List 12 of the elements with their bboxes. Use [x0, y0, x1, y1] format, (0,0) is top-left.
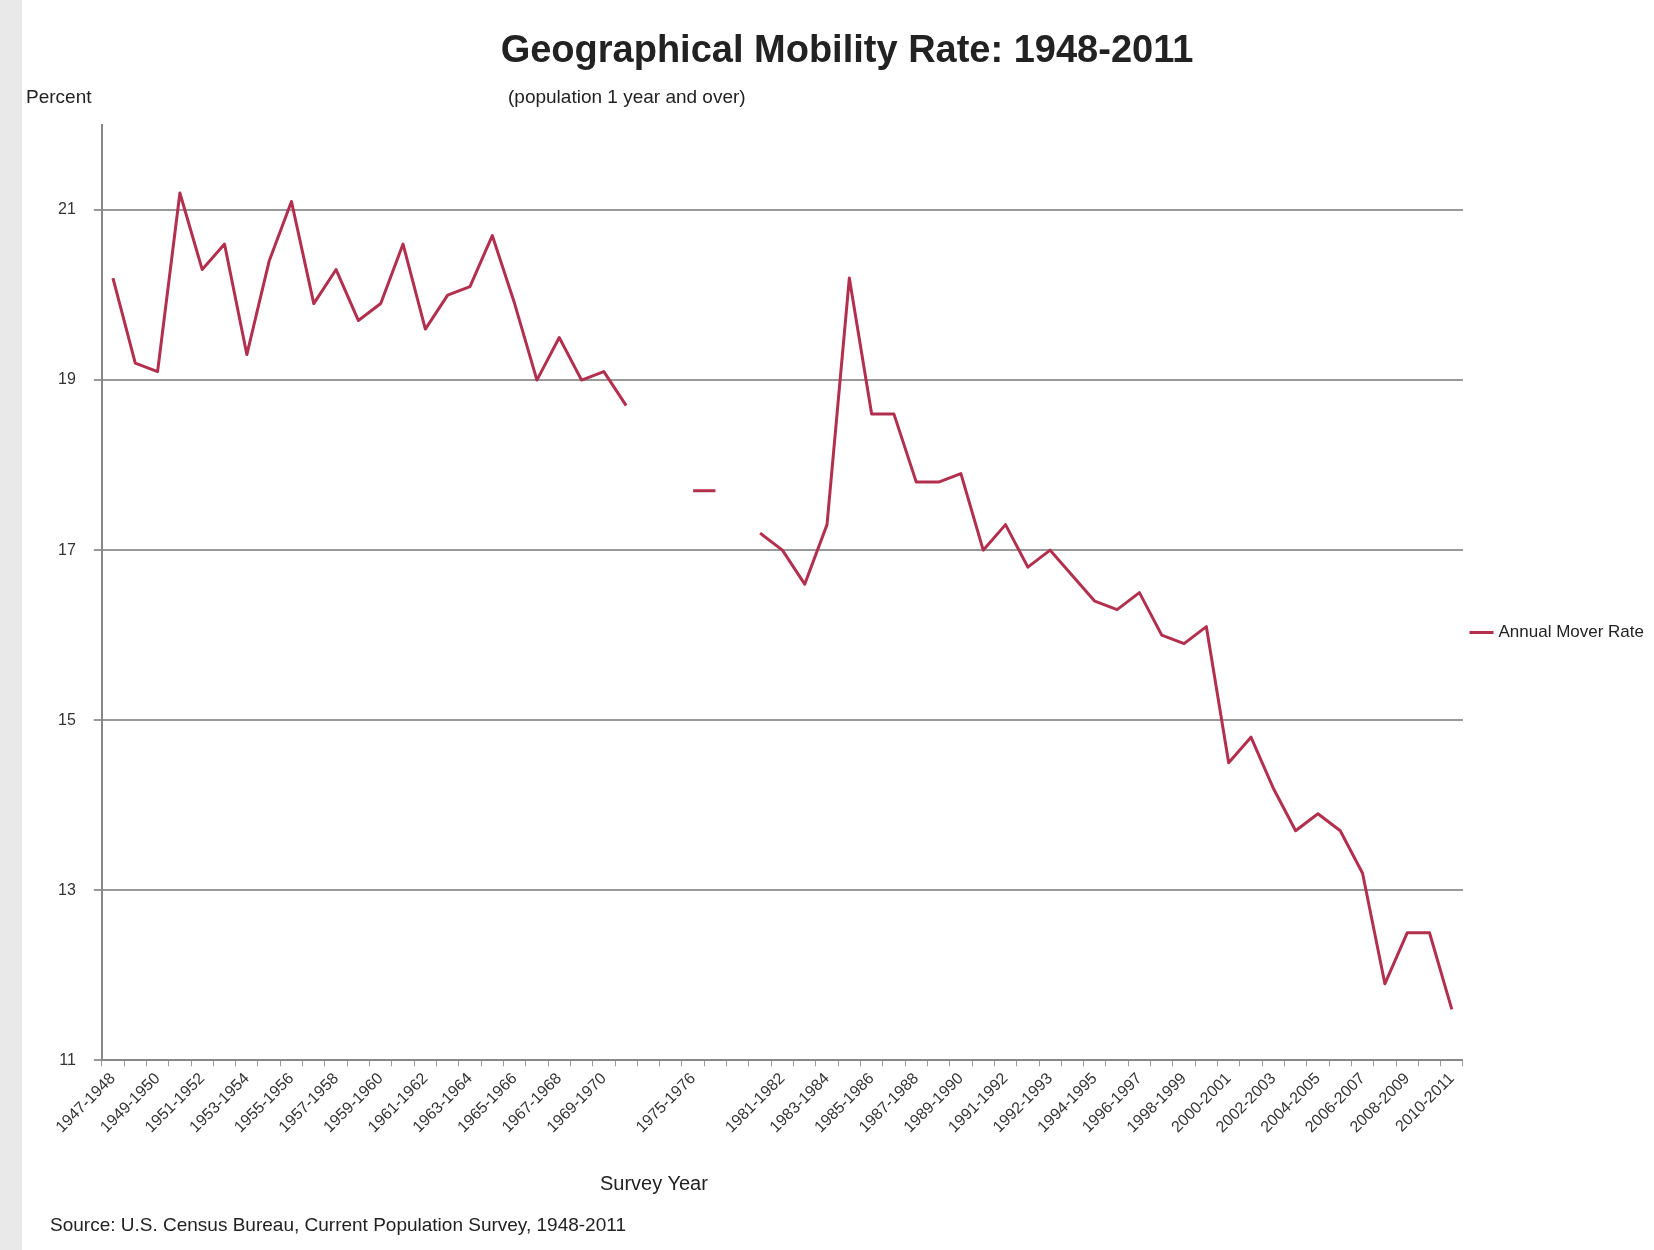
y-tick-label: 15	[58, 710, 76, 728]
y-axis-title: Percent	[26, 86, 92, 108]
y-tick-label: 19	[58, 370, 76, 388]
chart-title: Geographical Mobility Rate: 1948-2011	[499, 28, 1195, 71]
source-note: Source: U.S. Census Bureau, Current Population Survey, 1948-2011	[50, 1214, 626, 1236]
chart-subtitle: (population 1 year and over)	[508, 86, 746, 108]
y-tick-label: 17	[58, 540, 76, 558]
y-tick-label: 13	[58, 880, 76, 898]
y-tick-label: 21	[58, 200, 76, 218]
y-tick-label: 11	[59, 1050, 76, 1068]
x-axis-title: Survey Year	[600, 1172, 708, 1195]
legend-label: Annual Mover Rate	[1498, 622, 1645, 642]
